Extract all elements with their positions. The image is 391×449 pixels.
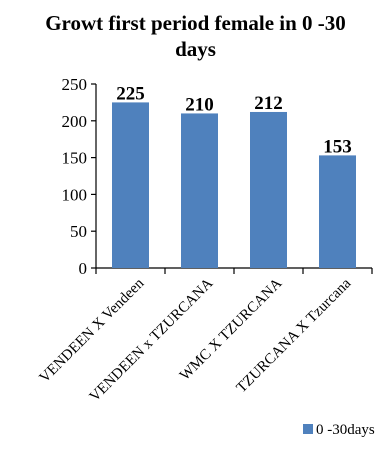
bar: [250, 111, 287, 268]
data-label: 225: [116, 83, 145, 104]
legend-label: 0 -30days: [316, 422, 375, 438]
bar: [319, 155, 356, 268]
y-tick-label: 100: [62, 185, 88, 204]
x-tick-label: TZURCANA X Tzurcana: [234, 275, 355, 396]
data-label: 210: [185, 94, 214, 115]
chart-title-line-2: days: [175, 37, 216, 61]
chart-title-line-1: Growt first period female in 0 -30: [45, 11, 346, 35]
legend-swatch: [303, 424, 313, 434]
data-label: 153: [323, 136, 352, 157]
bar: [181, 113, 218, 268]
y-tick-label: 250: [62, 75, 88, 94]
y-tick-label: 0: [79, 259, 88, 278]
y-tick-label: 50: [70, 222, 87, 241]
x-tick-label: VENDEEN x TZURCANA: [87, 275, 217, 405]
data-label: 212: [254, 93, 283, 114]
y-tick-label: 150: [62, 149, 88, 168]
chart-title: Growt first period female in 0 -30 days: [0, 10, 391, 62]
bar: [112, 102, 149, 269]
y-tick-label: 200: [62, 112, 88, 131]
